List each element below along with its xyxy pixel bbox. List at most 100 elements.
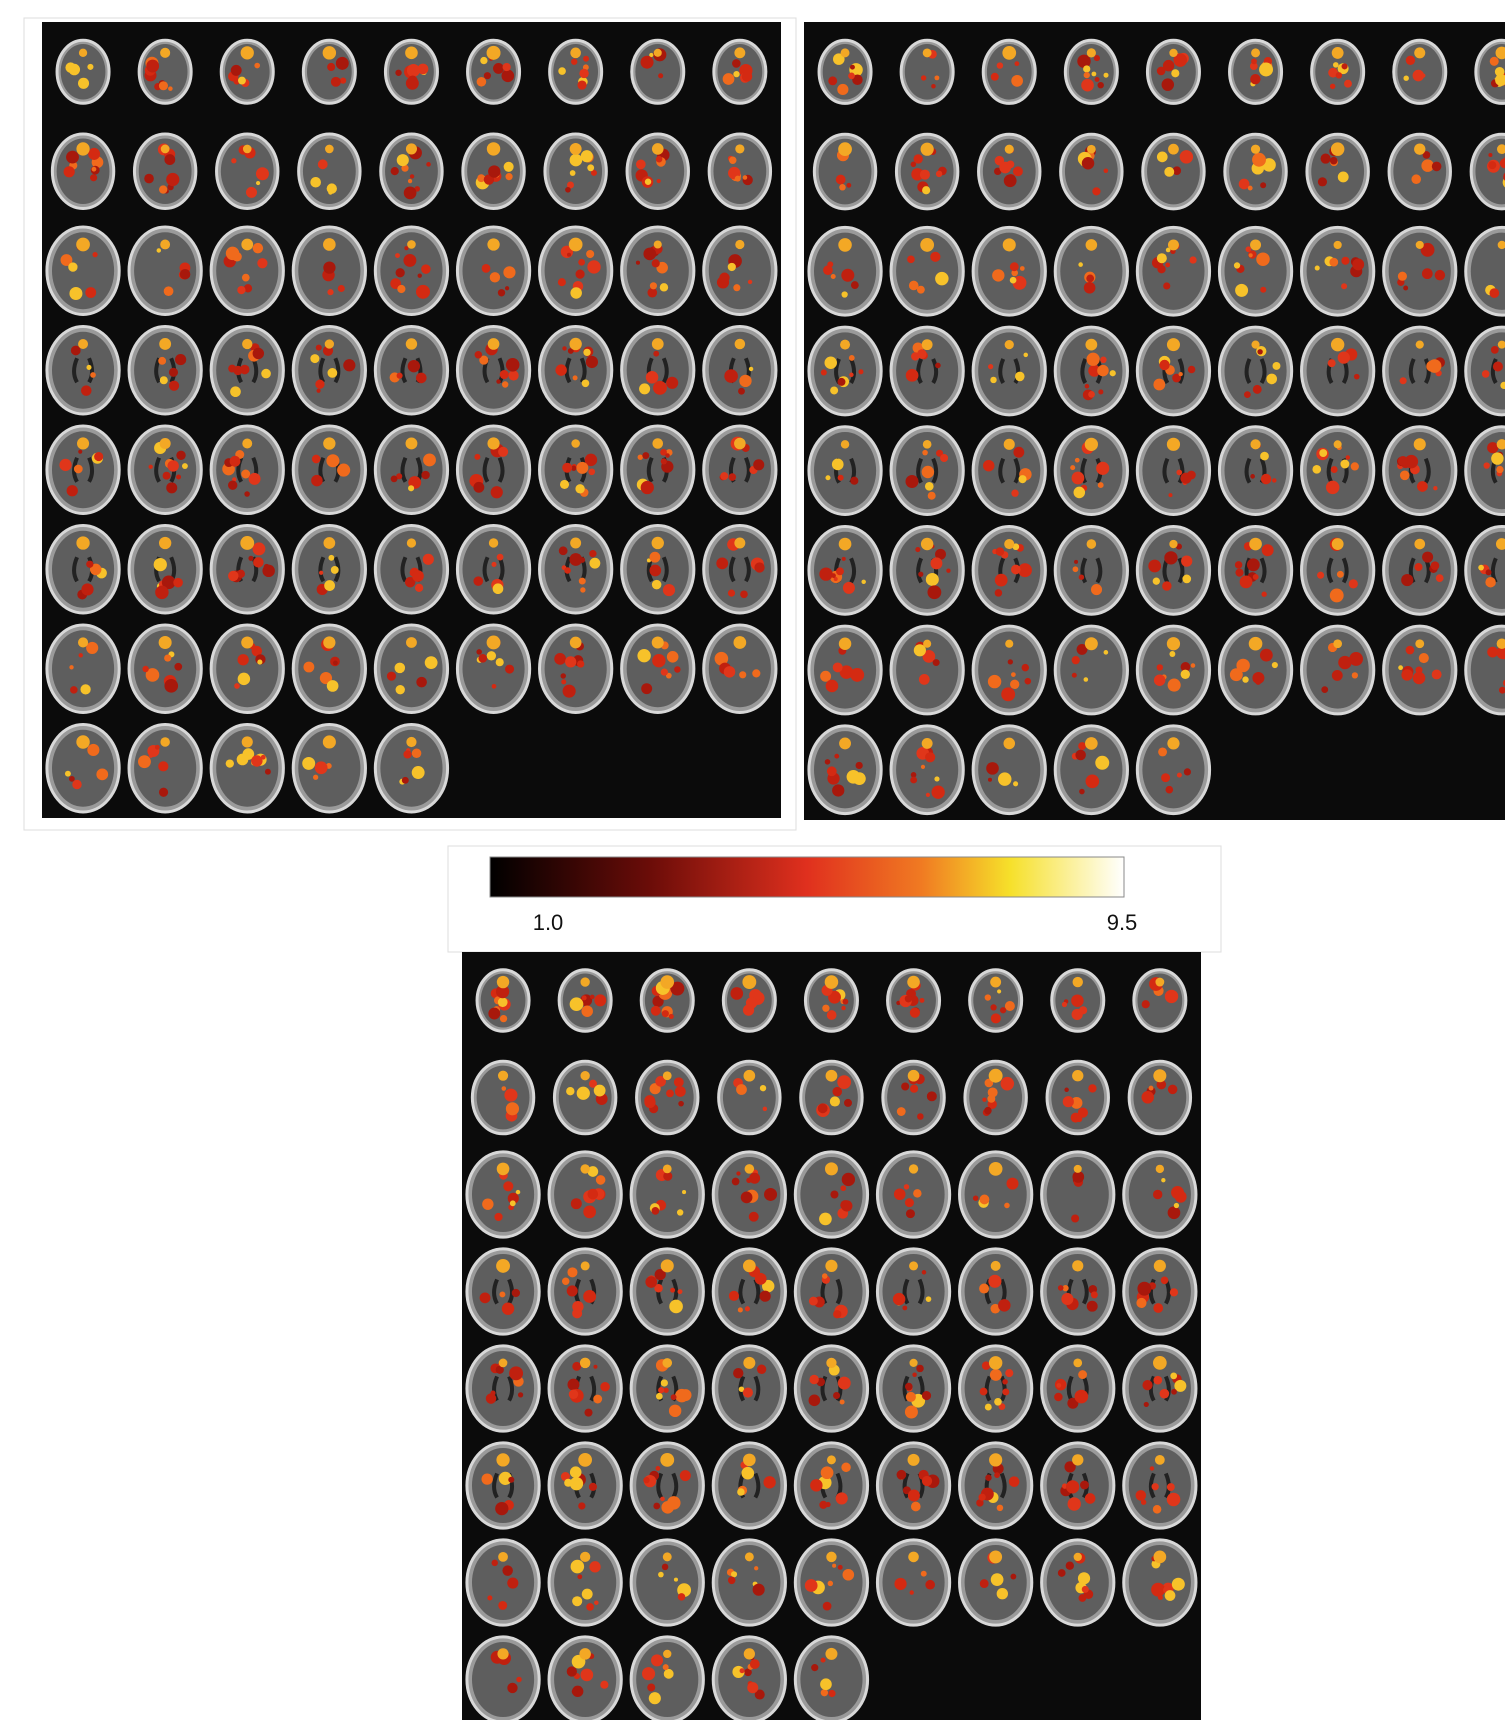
brain-slice [1134, 970, 1186, 1031]
activation-blob [570, 143, 582, 155]
brain-slice [631, 1346, 703, 1431]
activation-blob [644, 1097, 655, 1108]
activation-blob [1435, 270, 1445, 280]
activation-blob [581, 1261, 590, 1270]
activation-blob [588, 468, 595, 475]
activation-blob [79, 653, 83, 657]
activation-blob [1072, 1454, 1083, 1465]
activation-blob [387, 672, 396, 681]
activation-blob [1085, 637, 1098, 650]
activation-blob [641, 683, 652, 694]
activation-blob [1234, 262, 1240, 268]
activation-blob [1070, 465, 1075, 470]
activation-blob [323, 636, 335, 648]
activation-blob [92, 167, 97, 172]
brain-slice [129, 724, 201, 812]
brain-slice [891, 526, 963, 614]
activation-blob [1086, 239, 1098, 251]
activation-blob [159, 81, 168, 90]
activation-blob [160, 376, 168, 384]
brain-slice [704, 625, 776, 713]
activation-blob [323, 437, 335, 449]
activation-blob [1079, 1594, 1087, 1602]
activation-blob [991, 1261, 1001, 1271]
activation-blob [1074, 560, 1078, 564]
activation-blob [233, 366, 242, 375]
activation-blob [310, 354, 319, 363]
activation-blob [1168, 239, 1179, 250]
activation-blob [1025, 678, 1032, 685]
brain-slice [1219, 327, 1291, 415]
activation-blob [663, 1664, 669, 1670]
activation-blob [988, 675, 1001, 688]
brain-slice [1302, 526, 1374, 614]
activation-blob [146, 60, 159, 73]
brain-slice [303, 40, 355, 103]
activation-blob [1072, 656, 1080, 664]
activation-blob [65, 62, 75, 72]
activation-blob [303, 662, 314, 673]
activation-blob [1153, 578, 1160, 585]
activation-blob [917, 1113, 924, 1120]
activation-blob [760, 1291, 771, 1302]
activation-blob [77, 437, 89, 449]
brain-slice [540, 426, 612, 514]
activation-blob [841, 1006, 845, 1010]
activation-blob [570, 1477, 583, 1490]
activation-blob [1071, 994, 1083, 1006]
activation-blob [1079, 1006, 1087, 1014]
brain-slice [713, 1443, 785, 1528]
brain-slice [891, 626, 963, 714]
activation-blob [253, 243, 263, 253]
activation-blob [985, 1404, 992, 1411]
activation-blob [1340, 460, 1349, 469]
brain-slice [211, 426, 283, 514]
activation-blob [406, 143, 417, 154]
activation-blob [403, 750, 411, 758]
activation-blob [1062, 1002, 1067, 1007]
brain-slice [888, 970, 940, 1031]
activation-blob [822, 1273, 828, 1279]
activation-blob [173, 578, 183, 588]
activation-blob [502, 1303, 514, 1315]
activation-blob [840, 1185, 846, 1191]
activation-blob [839, 538, 852, 551]
activation-blob [637, 649, 650, 662]
activation-blob [1338, 656, 1351, 669]
activation-blob [310, 177, 321, 188]
brain-slice [714, 40, 766, 103]
brain-slice [877, 1152, 949, 1237]
activation-blob [674, 1077, 684, 1087]
activation-blob [1436, 574, 1444, 582]
activation-blob [328, 370, 332, 374]
activation-blob [858, 369, 863, 374]
activation-blob [641, 56, 654, 69]
activation-blob [917, 349, 927, 359]
activation-blob [1180, 473, 1191, 484]
activation-blob [498, 447, 508, 457]
activation-blob [579, 69, 588, 78]
activation-blob [1235, 561, 1242, 568]
activation-blob [1251, 341, 1259, 349]
brain-slice [1124, 1443, 1196, 1528]
activation-blob [512, 1289, 520, 1297]
activation-blob [160, 48, 170, 58]
brain-slice [877, 1346, 949, 1431]
activation-blob [677, 1209, 683, 1215]
activation-blob [1005, 640, 1013, 648]
brain-slice [709, 134, 770, 208]
activation-blob [234, 683, 240, 689]
activation-blob [1398, 272, 1407, 281]
activation-blob [990, 977, 1001, 988]
activation-blob [323, 735, 336, 748]
activation-blob [59, 459, 71, 471]
activation-blob [241, 239, 253, 251]
activation-blob [996, 547, 1005, 556]
brain-slice [129, 326, 201, 414]
brain-slice [973, 626, 1045, 714]
activation-blob [1250, 74, 1260, 84]
activation-blob [1317, 572, 1324, 579]
brain-slice [47, 724, 119, 812]
activation-blob [921, 765, 925, 769]
brain-slice [293, 724, 365, 812]
